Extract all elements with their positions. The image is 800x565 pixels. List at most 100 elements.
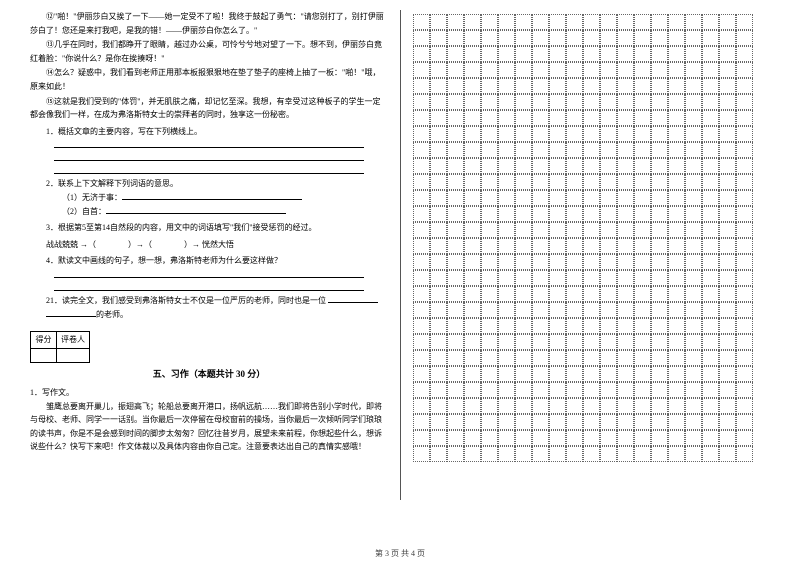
grid-cell: [600, 430, 617, 446]
grid-cell: [651, 222, 668, 238]
grid-cell: [651, 126, 668, 142]
grid-cell: [532, 62, 549, 78]
grid-cell: [651, 94, 668, 110]
grid-cell: [583, 190, 600, 206]
grid-cell: [515, 78, 532, 94]
grid-cell: [532, 382, 549, 398]
grid-cell: [532, 318, 549, 334]
grid-cell: [634, 94, 651, 110]
grid-cell: [498, 30, 515, 46]
grid-cell: [736, 62, 753, 78]
grid-cell: [549, 126, 566, 142]
grid-cell: [634, 30, 651, 46]
grid-cell: [685, 414, 702, 430]
q21-end-text: 的老师。: [96, 310, 128, 319]
grid-cell: [566, 126, 583, 142]
paragraph-13: ⑬几乎在同时，我们都睁开了眼睛，越过办公桌，可怜兮兮地对望了一下。想不到，伊丽莎…: [30, 38, 388, 65]
grid-cell: [481, 174, 498, 190]
grid-cell: [617, 190, 634, 206]
grid-cell: [430, 126, 447, 142]
grid-cell: [702, 14, 719, 30]
grid-cell: [413, 222, 430, 238]
grid-cell: [430, 238, 447, 254]
grid-cell: [685, 190, 702, 206]
grid-cell: [430, 62, 447, 78]
grid-cell: [566, 62, 583, 78]
grid-cell: [583, 158, 600, 174]
grid-cell: [651, 302, 668, 318]
grid-cell: [430, 46, 447, 62]
grid-cell: [617, 350, 634, 366]
grid-cell: [430, 158, 447, 174]
grid-cell: [736, 270, 753, 286]
grid-cell: [464, 350, 481, 366]
grid-cell: [549, 270, 566, 286]
grid-cell: [617, 430, 634, 446]
grid-cell: [600, 142, 617, 158]
grid-cell: [566, 382, 583, 398]
grid-cell: [736, 14, 753, 30]
blank-line: [54, 268, 364, 278]
grid-cell: [702, 46, 719, 62]
question-2: 2．联系上下文解释下列词语的意思。: [30, 177, 388, 191]
grid-cell: [583, 14, 600, 30]
grid-cell: [413, 414, 430, 430]
grid-cell: [549, 382, 566, 398]
question-2a: （1）无济于事：: [30, 191, 388, 205]
grid-cell: [498, 446, 515, 462]
grid-cell: [736, 126, 753, 142]
grid-cell: [702, 190, 719, 206]
grid-cell: [464, 206, 481, 222]
grid-cell: [566, 446, 583, 462]
grid-cell: [617, 46, 634, 62]
grid-cell: [464, 382, 481, 398]
grid-cell: [566, 398, 583, 414]
grid-cell: [719, 78, 736, 94]
grid-cell: [566, 238, 583, 254]
grid-cell: [430, 30, 447, 46]
grid-cell: [685, 334, 702, 350]
grid-cell: [719, 302, 736, 318]
blank: [328, 302, 378, 303]
paragraph-15: ⑮这就是我们受到的"体罚"，并无肌肤之痛，却记忆至深。我想，有幸受过这种板子的学…: [30, 95, 388, 122]
grid-cell: [736, 414, 753, 430]
grid-cell: [549, 366, 566, 382]
grid-cell: [481, 398, 498, 414]
grid-cell: [736, 430, 753, 446]
grid-cell: [702, 206, 719, 222]
grid-cell: [413, 238, 430, 254]
grid-cell: [481, 190, 498, 206]
grid-cell: [515, 110, 532, 126]
grid-cell: [617, 286, 634, 302]
grid-cell: [532, 78, 549, 94]
grid-cell: [515, 174, 532, 190]
grid-cell: [583, 318, 600, 334]
grid-cell: [685, 302, 702, 318]
grid-cell: [481, 94, 498, 110]
grid-cell: [532, 286, 549, 302]
grid-cell: [430, 206, 447, 222]
grid-cell: [515, 46, 532, 62]
grid-cell: [481, 142, 498, 158]
question-3: 3．根据第5至第14自然段的内容，用文中的词语填写"我们"接受惩罚的经过。: [30, 221, 388, 235]
grid-cell: [634, 302, 651, 318]
grid-cell: [464, 430, 481, 446]
grid-cell: [532, 430, 549, 446]
grid-cell: [583, 78, 600, 94]
grid-cell: [447, 14, 464, 30]
grid-cell: [515, 286, 532, 302]
grid-cell: [685, 174, 702, 190]
grid-cell: [668, 158, 685, 174]
grid-cell: [566, 414, 583, 430]
grid-cell: [634, 14, 651, 30]
grid-cell: [464, 334, 481, 350]
grid-cell: [668, 446, 685, 462]
grid-cell: [464, 270, 481, 286]
grid-cell: [549, 414, 566, 430]
grid-cell: [413, 318, 430, 334]
grid-cell: [651, 334, 668, 350]
grid-cell: [702, 318, 719, 334]
grid-cell: [549, 158, 566, 174]
grid-cell: [515, 94, 532, 110]
grid-cell: [651, 430, 668, 446]
